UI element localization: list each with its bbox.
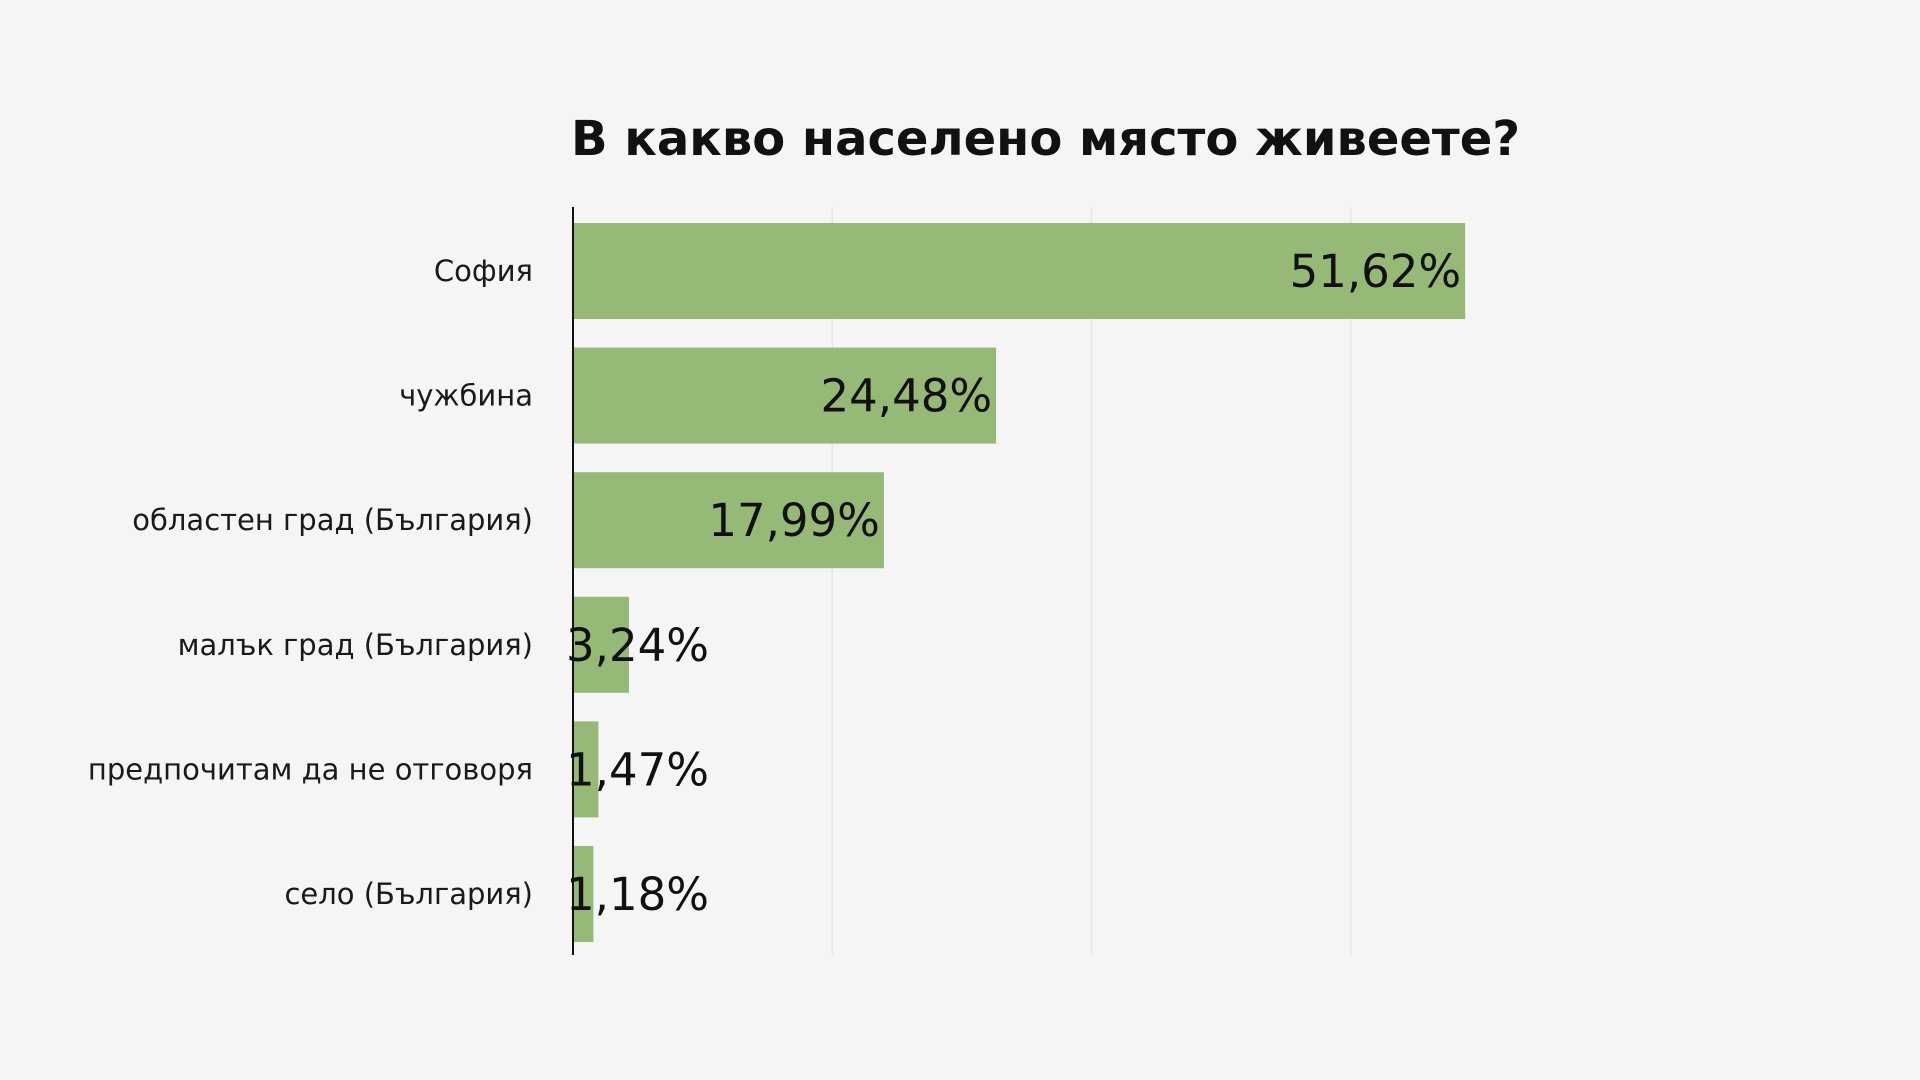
value-label: 1,47% — [566, 743, 709, 796]
bars — [573, 223, 1466, 942]
value-label: 3,24% — [566, 619, 709, 672]
chart-title: В какво населено място живеете? — [571, 111, 1520, 167]
value-label: 51,62% — [1290, 245, 1462, 298]
category-label: село (България) — [284, 877, 533, 911]
category-label: София — [434, 254, 533, 288]
category-label: областен град (България) — [132, 503, 533, 537]
value-label: 17,99% — [708, 494, 880, 547]
bar — [573, 472, 884, 569]
bar — [573, 846, 594, 942]
gridlines — [831, 207, 1352, 955]
bar — [573, 223, 1466, 319]
category-label: малък град (България) — [178, 628, 533, 662]
category-labels: София чужбина областен град (България) малъ… — [88, 254, 533, 911]
category-label: чужбина — [399, 379, 533, 413]
value-label: 1,18% — [566, 868, 709, 921]
category-label: предпочитам да не отговоря — [88, 752, 533, 786]
bar — [573, 347, 997, 444]
bar — [573, 596, 629, 693]
bar — [573, 721, 599, 818]
value-labels: 51,62% 24,48% 17,99% 3,24% 1,47% 1,18% — [566, 245, 1461, 921]
value-label: 24,48% — [821, 370, 993, 423]
